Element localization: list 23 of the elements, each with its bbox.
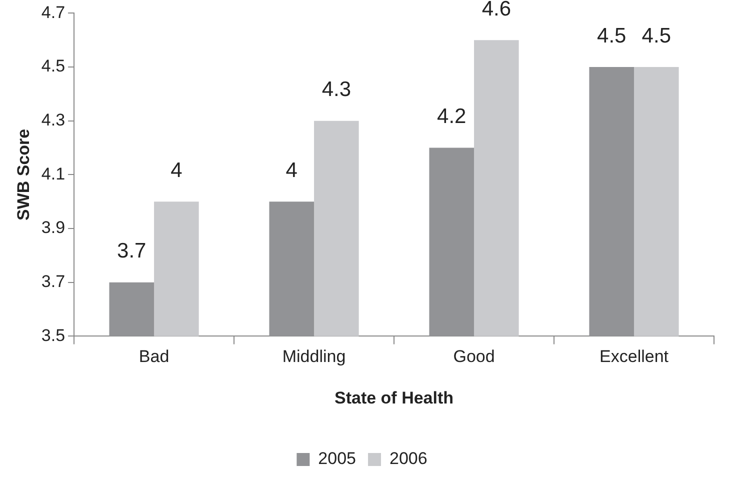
y-tick-label: 4.7 [41, 2, 66, 22]
data-label: 4.2 [437, 105, 466, 128]
x-axis-title: State of Health [334, 388, 454, 408]
y-tick-label: 3.9 [41, 218, 66, 238]
x-tick-label: Good [453, 347, 495, 366]
data-label: 4 [170, 158, 183, 182]
data-label: 4.5 [597, 24, 626, 48]
legend-label: 2006 [390, 449, 428, 468]
y-tick-label: 4.5 [41, 56, 66, 76]
y-tick-label: 3.7 [41, 272, 66, 292]
y-axis-title: SWB Score [14, 128, 33, 221]
x-tick-label: Bad [138, 347, 170, 366]
data-label: 4.5 [642, 24, 672, 48]
data-label: 4.3 [322, 78, 352, 102]
y-tick-label: 3.5 [41, 326, 66, 345]
data-label: 4.6 [482, 0, 512, 20]
x-tick-label: Middling [282, 347, 346, 366]
y-tick-label: 4.1 [41, 164, 66, 184]
y-tick-label: 4.3 [41, 110, 66, 130]
legend-label: 2005 [318, 449, 356, 468]
data-label: 4 [286, 158, 298, 182]
data-label: 3.7 [117, 240, 146, 263]
x-tick-label: Excellent [600, 347, 669, 366]
